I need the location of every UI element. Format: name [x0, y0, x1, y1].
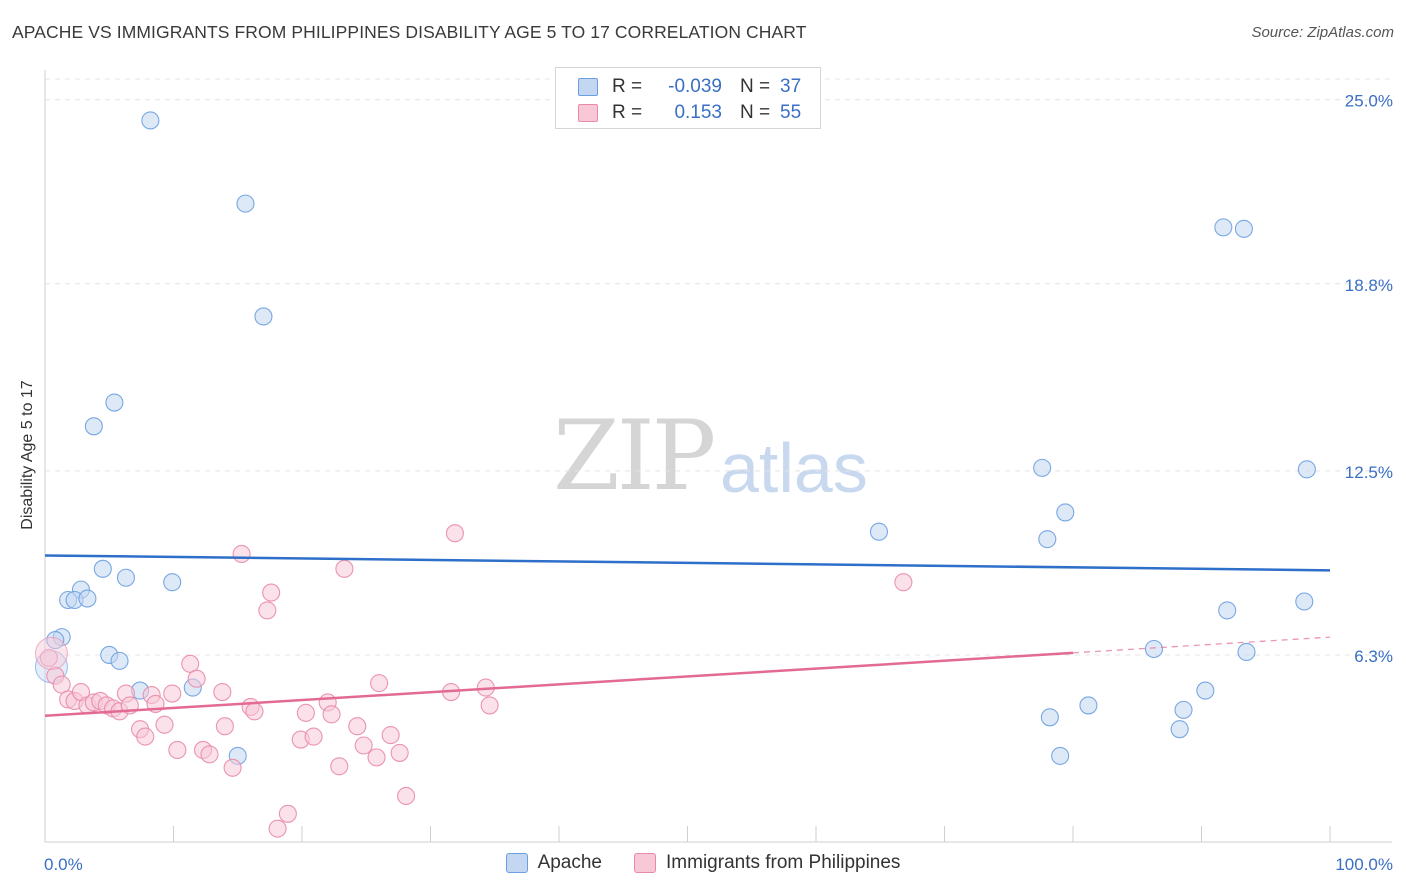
point-philippines: [354, 736, 373, 755]
point-philippines: [258, 601, 277, 620]
point-apache: [1051, 746, 1070, 765]
trendline-extension-philippines: [1072, 636, 1331, 654]
legend-r-value: -0.039: [668, 76, 722, 97]
point-philippines: [245, 702, 264, 721]
point-apache: [1218, 601, 1237, 620]
chart-title: APACHE VS IMMIGRANTS FROM PHILIPPINES DI…: [12, 22, 807, 42]
point-philippines: [268, 819, 287, 838]
point-philippines: [894, 573, 913, 592]
legend-swatch-philippines: [578, 104, 598, 122]
legend-n-value: 37: [780, 76, 802, 97]
series-swatch-philippines: [634, 853, 657, 873]
point-apache: [254, 307, 273, 326]
point-philippines: [381, 726, 400, 745]
point-apache: [84, 417, 103, 436]
watermark-zip: ZIP: [553, 400, 716, 512]
point-philippines: [187, 669, 206, 688]
y-axis-label: Disability Age 5 to 17: [19, 380, 36, 530]
point-philippines: [39, 648, 58, 667]
legend-row-apache: R = -0.039 N = 37: [578, 74, 801, 100]
point-philippines: [223, 758, 242, 777]
point-apache: [1297, 460, 1316, 479]
point-apache: [1038, 530, 1057, 549]
series-legend: Apache Immigrants from Philippines: [0, 852, 1406, 874]
point-philippines: [215, 717, 234, 736]
point-apache: [1170, 720, 1189, 739]
point-apache: [1295, 592, 1314, 611]
point-apache: [1056, 503, 1075, 522]
point-philippines: [200, 745, 219, 764]
chart-source: Source: ZipAtlas.com: [1251, 24, 1394, 41]
point-apache: [236, 194, 255, 213]
trendline-apache: [44, 554, 1331, 572]
y-tick-label: 25.0%: [1345, 92, 1393, 111]
point-apache: [1144, 639, 1164, 659]
point-philippines: [348, 717, 367, 736]
point-apache: [116, 568, 136, 587]
series-legend-philippines: Immigrants from Philippines: [634, 852, 900, 874]
x-tick-label-max: 100.0%: [1335, 855, 1393, 874]
legend-n-label: N =: [740, 76, 771, 97]
point-apache: [1033, 458, 1052, 477]
point-philippines: [480, 696, 499, 715]
point-apache: [163, 573, 182, 592]
point-philippines: [262, 583, 281, 602]
point-philippines: [335, 559, 354, 578]
point-apache: [105, 393, 124, 412]
legend-r-label: R =: [612, 76, 643, 97]
point-philippines: [370, 674, 389, 693]
series-swatch-apache: [505, 853, 528, 873]
point-philippines: [163, 684, 182, 703]
series-name-apache: Apache: [537, 852, 603, 873]
point-philippines: [232, 544, 251, 564]
point-apache: [1174, 700, 1193, 719]
point-philippines: [397, 786, 416, 806]
point-philippines: [367, 748, 386, 767]
point-apache: [1237, 642, 1256, 662]
point-philippines: [304, 727, 323, 746]
y-tick-label: 18.8%: [1345, 276, 1393, 295]
point-apache: [93, 559, 112, 578]
legend-r-value: 0.153: [674, 102, 722, 123]
point-philippines: [136, 727, 155, 746]
legend-swatch-apache: [578, 78, 598, 96]
trendline-philippines: [44, 651, 1074, 718]
point-philippines: [390, 743, 409, 762]
watermark-atlas: atlas: [720, 429, 868, 507]
point-apache: [1234, 219, 1253, 238]
legend-row-philippines: R = 0.153 N = 55: [578, 100, 801, 126]
point-philippines: [322, 705, 341, 724]
point-philippines: [296, 703, 315, 722]
point-apache: [46, 631, 65, 650]
x-tick-label-min: 0.0%: [44, 855, 83, 874]
y-tick-label: 6.3%: [1354, 647, 1393, 666]
y-tick-label: 12.5%: [1345, 463, 1393, 482]
point-apache: [78, 589, 97, 608]
point-apache: [110, 651, 129, 670]
point-apache: [1214, 218, 1233, 237]
legend-r-label: R =: [612, 102, 643, 123]
series-name-philippines: Immigrants from Philippines: [666, 852, 901, 873]
correlation-legend: R = -0.039 N = 37 R = 0.153 N = 55: [555, 67, 821, 129]
point-apache: [1040, 708, 1059, 727]
point-apache: [1079, 696, 1098, 715]
point-philippines: [168, 740, 187, 760]
series-legend-apache: Apache: [505, 852, 603, 874]
point-philippines: [155, 715, 174, 734]
point-philippines: [278, 804, 297, 823]
point-philippines: [330, 757, 349, 776]
point-apache: [1196, 681, 1215, 700]
point-apache: [869, 522, 889, 541]
point-apache: [141, 111, 160, 130]
legend-n-value: 55: [780, 102, 802, 123]
legend-n-label: N =: [740, 102, 771, 123]
point-philippines: [213, 683, 232, 702]
point-philippines: [445, 524, 464, 543]
point-philippines: [34, 636, 68, 671]
